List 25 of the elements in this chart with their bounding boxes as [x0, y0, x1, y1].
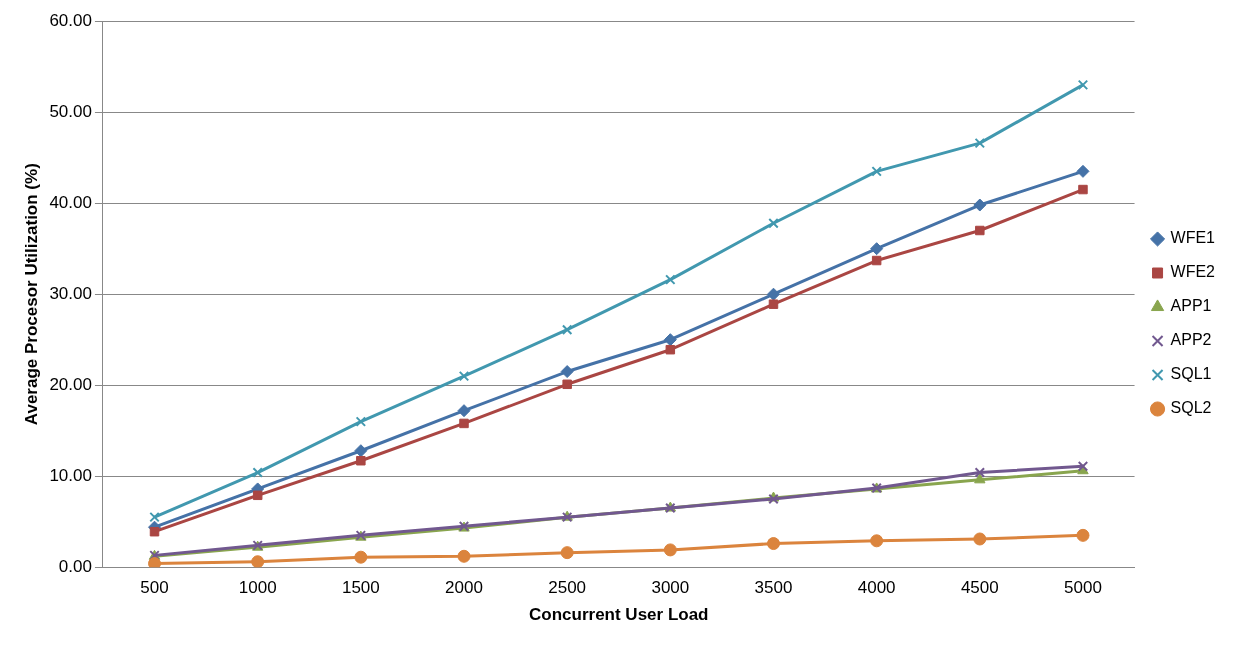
x-tick-label: 2500 [548, 578, 587, 598]
y-tick-label: 40.00 [49, 192, 92, 212]
x-tick-label: 1500 [341, 578, 380, 598]
y-tick-label: 0.00 [58, 556, 92, 576]
y-axis-title: Average Procesor Utilization (%) [21, 163, 41, 426]
legend-label: APP1 [1170, 297, 1212, 315]
y-tick-label: 60.00 [49, 10, 92, 30]
x-tick-label: 1000 [238, 578, 277, 598]
legend-label: SQL1 [1170, 365, 1212, 383]
legend-label: APP2 [1170, 331, 1212, 349]
y-tick-label: 10.00 [49, 465, 92, 485]
y-tick-label: 30.00 [49, 283, 92, 303]
legend-label: WFE2 [1170, 263, 1216, 281]
x-tick-label: 3500 [754, 578, 793, 598]
x-axis-title: Concurrent User Load [529, 605, 709, 625]
x-tick-label: 2000 [445, 578, 483, 598]
legend-label: SQL2 [1170, 399, 1212, 417]
x-tick-label: 4500 [960, 578, 999, 598]
y-tick-label: 20.00 [49, 374, 92, 394]
legend-label: WFE1 [1170, 229, 1216, 247]
x-tick-label: 3000 [651, 578, 690, 598]
x-tick-label: 4000 [857, 578, 896, 598]
x-tick-label: 5000 [1064, 578, 1102, 598]
x-tick-label: 500 [140, 578, 169, 598]
y-tick-label: 50.00 [49, 101, 92, 121]
